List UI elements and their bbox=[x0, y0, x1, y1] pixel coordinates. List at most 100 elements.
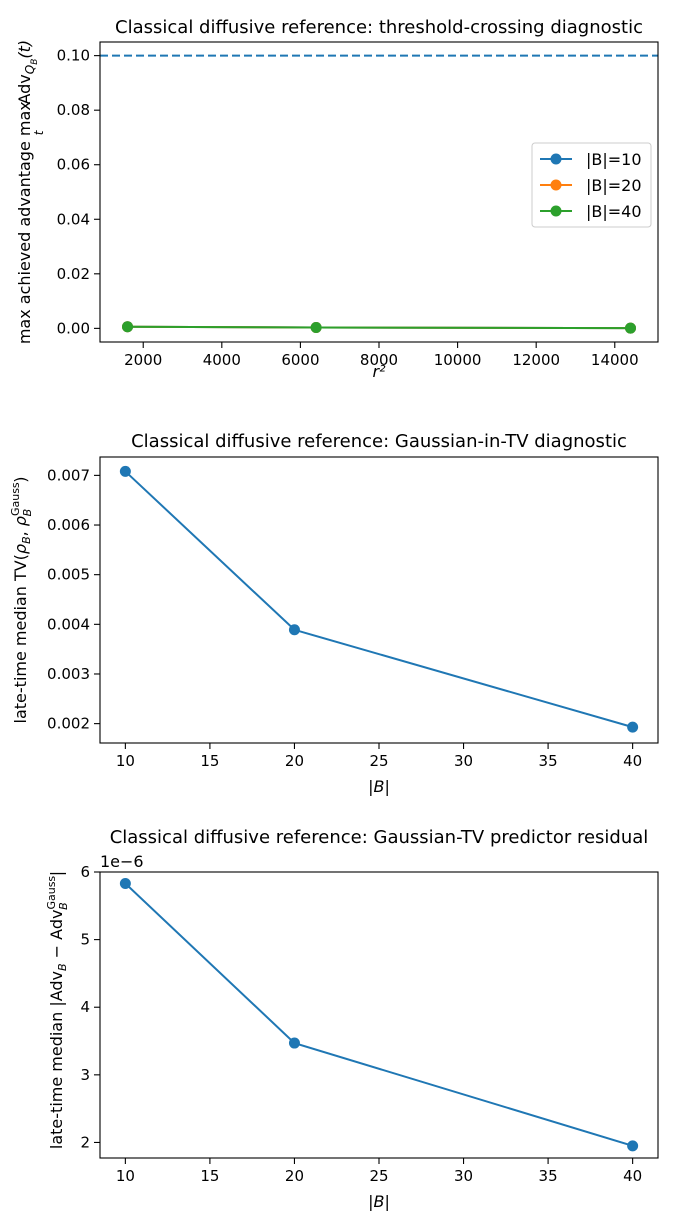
chart2-x-label: |B| bbox=[368, 777, 390, 796]
chart1-plot-area bbox=[100, 54, 658, 334]
chart1-y-ticks: 0.00 0.02 0.04 0.06 0.08 0.10 bbox=[57, 47, 100, 337]
legend-label-b20: |B|=20 bbox=[586, 176, 642, 195]
series-line-0 bbox=[124, 470, 633, 729]
x-tick-label: 15 bbox=[200, 1167, 219, 1185]
x-tick-label: 10 bbox=[116, 1167, 135, 1185]
x-tick-label: 8000 bbox=[360, 351, 398, 369]
legend-box bbox=[531, 142, 652, 228]
chart1-x-ticks: 2000 4000 6000 8000 10000 12000 14000 bbox=[124, 342, 639, 369]
chart3-plot-area bbox=[119, 877, 639, 1152]
chart3-y-label-main: late-time median |Adv bbox=[47, 971, 66, 1149]
chart1-y-label-tail: (t) bbox=[15, 40, 34, 59]
x-tick-label: 25 bbox=[369, 752, 388, 770]
legend-entry-b10: |B|=10 bbox=[540, 150, 642, 169]
chart3-y-label-sub1: B bbox=[56, 963, 69, 971]
y-tick-label: 0.00 bbox=[57, 319, 90, 337]
chart3-y-ticks: 2 3 4 5 6 bbox=[80, 863, 100, 1151]
series-line-0 bbox=[124, 882, 633, 1147]
y-tick-label: 0.005 bbox=[47, 566, 90, 584]
legend-entry-b40: |B|=40 bbox=[540, 202, 642, 221]
chart2-y-label-rho2: ρ bbox=[11, 516, 30, 526]
data-point bbox=[288, 1037, 300, 1049]
chart3-title: Classical diffusive reference: Gaussian-… bbox=[110, 827, 649, 848]
data-point bbox=[627, 1140, 639, 1152]
x-tick-label: 10 bbox=[116, 752, 135, 770]
chart2-y-label-sub2: B bbox=[21, 509, 34, 517]
chart2-y-label-tail: ) bbox=[11, 477, 30, 483]
y-tick-label: 5 bbox=[80, 931, 90, 949]
data-point bbox=[624, 322, 636, 334]
legend-label-b40: |B|=40 bbox=[586, 202, 642, 221]
series-line-2 bbox=[127, 325, 631, 330]
y-tick-label: 0.007 bbox=[47, 466, 90, 484]
x-tick-label: 40 bbox=[623, 752, 642, 770]
y-tick-label: 0.08 bbox=[57, 101, 90, 119]
x-tick-label: 10000 bbox=[434, 351, 482, 369]
chart-gaussian-tv-residual: Classical diffusive reference: Gaussian-… bbox=[45, 827, 659, 1211]
chart2-y-label-sub1: B bbox=[20, 536, 33, 544]
chart2-y-label-rho1: ρ bbox=[11, 544, 30, 554]
y-tick-label: 0.02 bbox=[57, 265, 90, 283]
x-tick-label: 14000 bbox=[591, 351, 639, 369]
legend-label-b10: |B|=10 bbox=[586, 150, 642, 169]
chart1-y-label-q: Q bbox=[23, 65, 37, 74]
y-tick-label: 0.004 bbox=[47, 615, 90, 633]
y-tick-label: 0.04 bbox=[57, 210, 90, 228]
chart2-y-label: late-time median TV(ρB, ρGaussB) bbox=[9, 477, 34, 724]
y-tick-label: 4 bbox=[80, 998, 90, 1016]
chart2-y-ticks: 0.002 0.003 0.004 0.005 0.006 0.007 bbox=[47, 466, 100, 733]
x-tick-label: 6000 bbox=[281, 351, 319, 369]
y-tick-label: 0.003 bbox=[47, 665, 90, 683]
chart3-x-ticks: 10 15 20 25 30 35 40 bbox=[116, 1158, 642, 1185]
x-tick-label: 35 bbox=[539, 752, 558, 770]
x-tick-label: 25 bbox=[369, 1167, 388, 1185]
x-tick-label: 20 bbox=[285, 1167, 304, 1185]
legend-marker-b20 bbox=[550, 179, 562, 191]
x-tick-label: 40 bbox=[623, 1167, 642, 1185]
data-point bbox=[119, 877, 131, 889]
data-point bbox=[310, 322, 322, 334]
x-tick-label: 30 bbox=[454, 1167, 473, 1185]
chart3-y-label-sub2: B bbox=[57, 902, 70, 910]
x-tick-label: 2000 bbox=[124, 351, 162, 369]
legend-entry-b20: |B|=20 bbox=[540, 176, 642, 195]
y-tick-label: 0.006 bbox=[47, 516, 90, 534]
legend-marker-b40 bbox=[550, 205, 562, 217]
chart1-title: Classical diffusive reference: threshold… bbox=[115, 17, 643, 38]
chart-threshold-crossing: Classical diffusive reference: threshold… bbox=[15, 17, 659, 381]
y-tick-label: 0.10 bbox=[57, 47, 90, 65]
chart3-y-label-sup: Gauss bbox=[45, 876, 58, 910]
chart2-x-ticks: 10 15 20 25 30 35 40 bbox=[116, 743, 642, 770]
chart1-x-label: r² bbox=[373, 362, 387, 381]
x-tick-label: 30 bbox=[454, 752, 473, 770]
chart2-y-label-sep: , bbox=[11, 526, 30, 536]
legend-marker-b10 bbox=[550, 153, 562, 165]
chart1-y-label-sub-t: t bbox=[32, 129, 46, 135]
chart3-offset-label: 1e−6 bbox=[100, 852, 144, 871]
chart2-axes-frame bbox=[99, 456, 659, 744]
data-point bbox=[627, 721, 639, 733]
y-tick-label: 0.002 bbox=[47, 715, 90, 733]
chart3-y-label-minus: − Adv bbox=[47, 910, 66, 964]
x-tick-label: 35 bbox=[539, 1167, 558, 1185]
x-tick-label: 20 bbox=[285, 752, 304, 770]
chart1-y-label-main: max achieved advantage max bbox=[15, 101, 34, 344]
chart3-y-label-tail: | bbox=[47, 871, 66, 876]
data-point bbox=[122, 321, 134, 333]
chart1-y-label-qsub: B bbox=[30, 59, 40, 65]
chart2-y-label-main: late-time median TV( bbox=[11, 554, 30, 723]
chart2-y-label-sup: Gauss bbox=[9, 482, 22, 516]
y-tick-label: 3 bbox=[80, 1066, 90, 1084]
chart-gaussian-in-tv: Classical diffusive reference: Gaussian-… bbox=[9, 431, 659, 796]
chart3-axes-frame bbox=[99, 871, 659, 1159]
data-point bbox=[119, 465, 131, 477]
chart2-title: Classical diffusive reference: Gaussian-… bbox=[131, 431, 627, 452]
chart3-x-label: |B| bbox=[368, 1192, 390, 1211]
y-tick-label: 6 bbox=[80, 863, 90, 881]
x-tick-label: 15 bbox=[200, 752, 219, 770]
y-tick-label: 0.06 bbox=[57, 156, 90, 174]
x-tick-label: 4000 bbox=[203, 351, 241, 369]
chart2-plot-area bbox=[119, 465, 639, 733]
y-tick-label: 2 bbox=[80, 1133, 90, 1151]
